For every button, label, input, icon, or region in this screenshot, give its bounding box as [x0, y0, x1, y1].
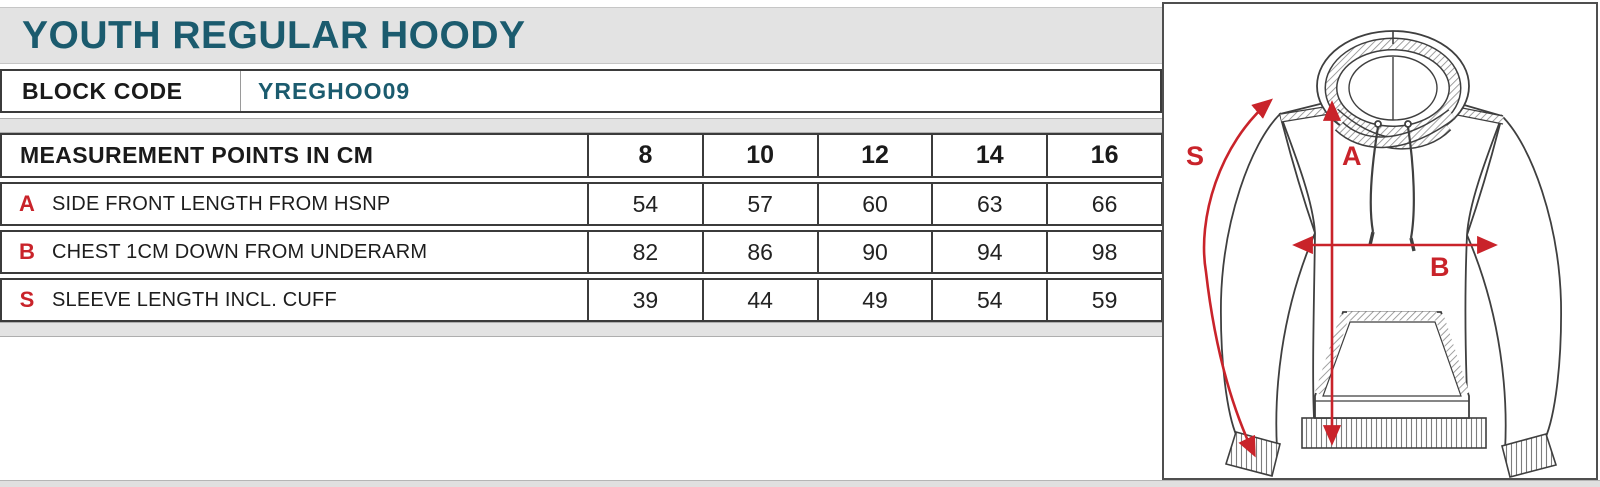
measure-value: 57 — [701, 184, 817, 224]
measure-value: 49 — [816, 280, 932, 320]
table-row: S SLEEVE LENGTH INCL. CUFF 39 44 49 54 5… — [0, 278, 1163, 322]
diagram-label-a: A — [1342, 141, 1362, 171]
hoody-waistband — [1301, 417, 1487, 449]
measure-point-label: SIDE FRONT LENGTH FROM HSNP — [52, 192, 391, 215]
block-code-label: BLOCK CODE — [22, 77, 183, 104]
measure-point-label: SLEEVE LENGTH INCL. CUFF — [52, 288, 337, 311]
separator-bar-bottom — [0, 322, 1162, 337]
size-column-header: 16 — [1046, 135, 1161, 176]
diagram-label-b: B — [1430, 252, 1450, 282]
table-header-row: MEASUREMENT POINTS IN CM 8 10 12 14 16 — [0, 133, 1163, 178]
size-column-header: 14 — [931, 135, 1046, 176]
measurement-table: MEASUREMENT POINTS IN CM 8 10 12 14 16 A… — [0, 133, 1163, 326]
spec-sheet: YOUTH REGULAR HOODY BLOCK CODE YREGHOO09… — [0, 7, 1163, 337]
hoody-diagram-illustration: A B S — [1186, 30, 1562, 478]
measure-value: 54 — [587, 184, 702, 224]
table-row: B CHEST 1CM DOWN FROM UNDERARM 82 86 90 … — [0, 230, 1163, 274]
measure-value: 94 — [931, 232, 1046, 272]
hoody-pocket — [1314, 311, 1470, 419]
separator-bar-top — [0, 118, 1162, 133]
measure-value: 82 — [587, 232, 702, 272]
hoody-diagram-panel: A B S — [1162, 2, 1598, 480]
measure-value: 54 — [931, 280, 1046, 320]
hoody-hood — [1316, 30, 1470, 252]
title-bar: YOUTH REGULAR HOODY — [0, 7, 1162, 64]
measure-value: 59 — [1046, 280, 1161, 320]
block-code-row: BLOCK CODE YREGHOO09 — [0, 69, 1162, 113]
block-code-value: YREGHOO09 — [258, 77, 411, 104]
size-column-header: 10 — [701, 135, 817, 176]
measure-value: 66 — [1046, 184, 1161, 224]
diagram-label-s: S — [1186, 141, 1204, 171]
table-row: A SIDE FRONT LENGTH FROM HSNP 54 57 60 6… — [0, 182, 1163, 226]
measurement-arrows — [1202, 98, 1498, 458]
measure-value: 86 — [701, 232, 817, 272]
measure-point-key: A — [19, 191, 35, 216]
size-column-header: 8 — [587, 135, 702, 176]
measure-value: 63 — [931, 184, 1046, 224]
measure-value: 98 — [1046, 232, 1161, 272]
measure-point-key: B — [19, 239, 35, 264]
measure-point-label: CHEST 1CM DOWN FROM UNDERARM — [52, 240, 428, 263]
measure-value: 90 — [816, 232, 932, 272]
measure-value: 39 — [587, 280, 702, 320]
size-column-header: 12 — [816, 135, 932, 176]
table-header-label: MEASUREMENT POINTS IN CM — [20, 142, 374, 168]
arrow-s — [1202, 98, 1273, 458]
page-title: YOUTH REGULAR HOODY — [22, 14, 526, 57]
bottom-strip — [0, 480, 1600, 487]
measure-value: 44 — [701, 280, 817, 320]
measure-value: 60 — [816, 184, 932, 224]
measure-point-key: S — [19, 287, 35, 312]
block-code-divider — [240, 71, 241, 111]
